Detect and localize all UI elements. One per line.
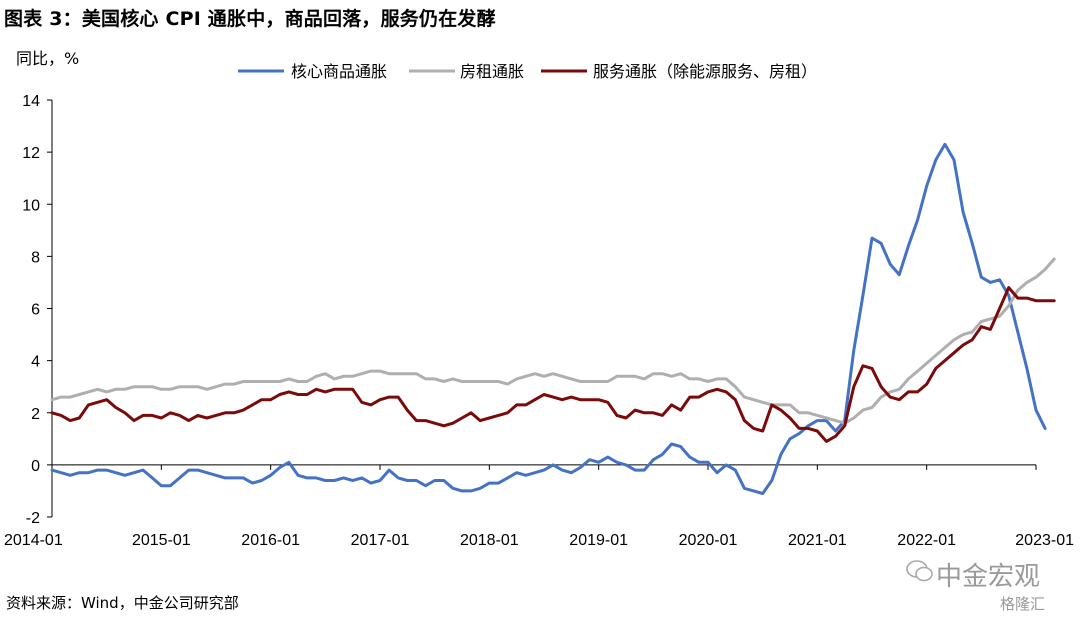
- legend: 核心商品通胀 房租通胀 服务通胀（除能源服务、房租）: [238, 62, 817, 81]
- legend-label-3: 服务通胀（除能源服务、房租）: [593, 62, 817, 81]
- y-tick-label: 6: [31, 302, 40, 319]
- legend-label-2: 房租通胀: [460, 62, 524, 81]
- y-tick-label: -2: [26, 510, 40, 527]
- x-tick-label: 2014-01: [4, 532, 63, 549]
- series-line-3: [50, 286, 1056, 443]
- y-axis-label: 同比，%: [16, 49, 79, 68]
- chart-title: 图表 3：美国核心 CPI 通胀中，商品回落，服务仍在发酵: [4, 8, 496, 30]
- y-tick-label: 12: [22, 145, 40, 162]
- series-line-1: [50, 142, 1047, 495]
- watermark: 中金宏观: [936, 562, 1041, 592]
- x-tick-label: 2015-01: [132, 532, 191, 549]
- x-tick-label: 2020-01: [679, 532, 738, 549]
- y-tick-label: 8: [31, 249, 40, 266]
- line-chart: 同比，% 核心商品通胀 房租通胀 服务通胀（除能源服务、房租） -2 0 2 4 6 8 10 1…: [4, 49, 1074, 549]
- wechat-icon: [906, 560, 933, 582]
- x-tick-label: 2021-01: [788, 532, 847, 549]
- watermark-secondary: 格隆汇: [1000, 595, 1046, 613]
- series-group: [50, 142, 1056, 495]
- legend-label-1: 核心商品通胀: [291, 62, 387, 81]
- x-tick-label: 2023-01: [1015, 532, 1074, 549]
- x-axis: 2014-01 2015-01 2016-01 2017-01 2018-01 2019-…: [4, 464, 1074, 549]
- y-tick-label: 10: [22, 197, 40, 214]
- source-note: 资料来源：Wind，中金公司研究部: [6, 594, 239, 612]
- y-tick-label: 14: [22, 93, 40, 110]
- y-axis: -2 0 2 4 6 8 10 12 14: [22, 93, 53, 527]
- y-tick-label: 0: [31, 458, 40, 475]
- x-tick-label: 2019-01: [569, 532, 628, 549]
- x-tick-label: 2017-01: [351, 532, 410, 549]
- x-tick-label: 2016-01: [241, 532, 300, 549]
- x-tick-label: 2022-01: [897, 532, 956, 549]
- y-tick-label: 2: [31, 406, 40, 423]
- y-tick-label: 4: [31, 354, 40, 371]
- x-tick-label: 2018-01: [460, 532, 519, 549]
